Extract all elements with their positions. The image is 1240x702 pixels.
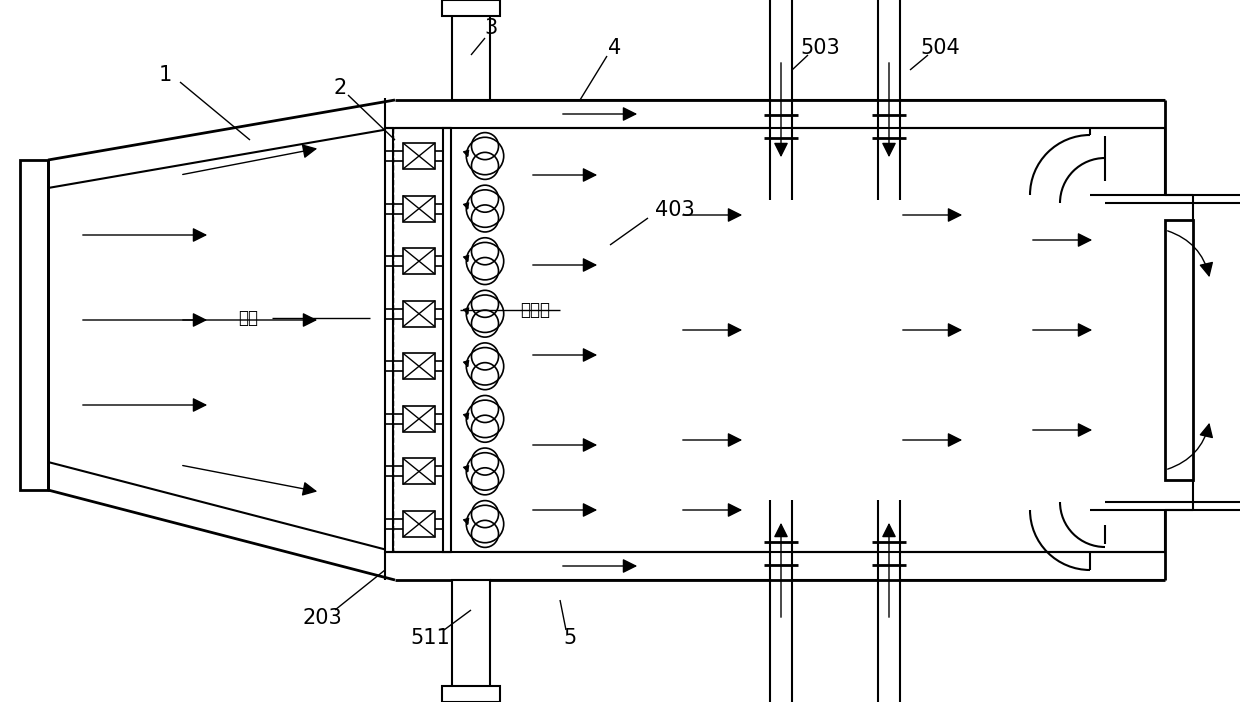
Text: 403: 403 bbox=[655, 200, 694, 220]
Bar bbox=[403, 406, 435, 432]
Text: 头部: 头部 bbox=[238, 309, 258, 327]
Text: 回流区: 回流区 bbox=[520, 301, 551, 319]
Bar bbox=[403, 353, 435, 379]
Text: 4: 4 bbox=[609, 38, 621, 58]
Text: 2: 2 bbox=[334, 78, 347, 98]
Bar bbox=[443, 128, 451, 552]
Bar bbox=[403, 458, 435, 484]
Bar bbox=[403, 511, 435, 537]
Text: 5: 5 bbox=[563, 628, 577, 648]
Bar bbox=[441, 686, 500, 702]
Bar bbox=[384, 128, 393, 552]
Text: 1: 1 bbox=[159, 65, 171, 85]
Bar bbox=[403, 300, 435, 326]
Bar bbox=[441, 0, 500, 16]
Bar bbox=[453, 0, 490, 100]
Text: 511: 511 bbox=[410, 628, 450, 648]
Bar bbox=[403, 143, 435, 169]
Text: 3: 3 bbox=[485, 18, 497, 38]
Bar bbox=[403, 196, 435, 222]
Text: 503: 503 bbox=[800, 38, 839, 58]
Text: 203: 203 bbox=[303, 608, 342, 628]
Bar bbox=[453, 580, 490, 702]
Text: 504: 504 bbox=[920, 38, 960, 58]
Bar bbox=[1166, 220, 1193, 480]
Bar bbox=[20, 160, 48, 490]
Bar bbox=[403, 248, 435, 274]
